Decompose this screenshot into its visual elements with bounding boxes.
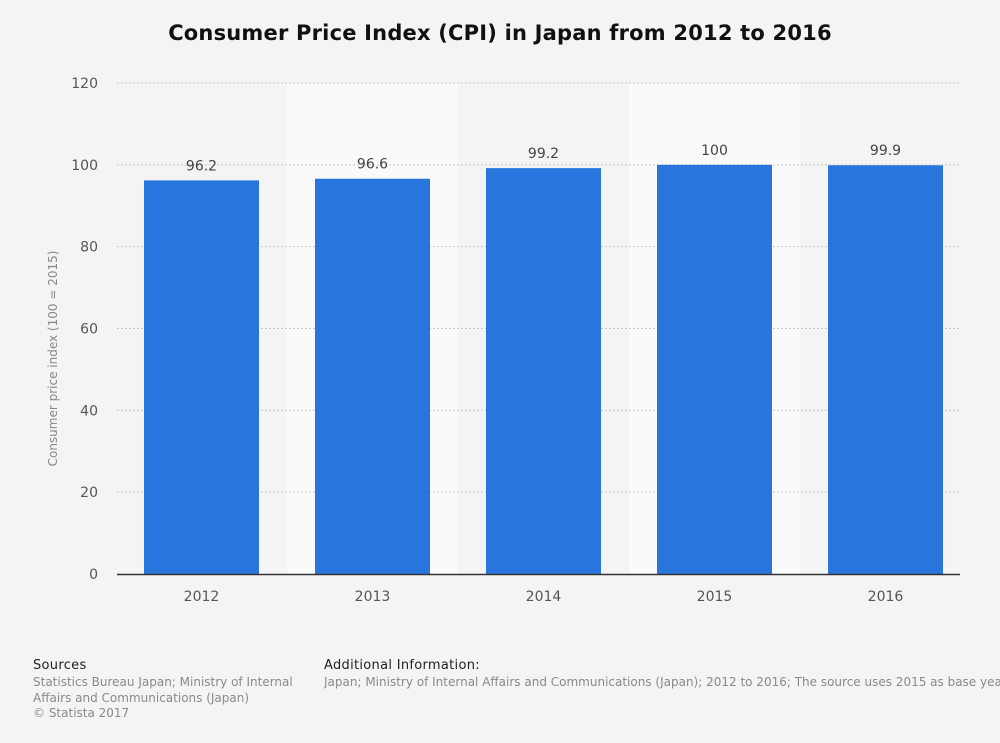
y-tick-label: 20 — [80, 485, 98, 501]
bar — [657, 164, 772, 575]
y-tick-label: 80 — [80, 240, 98, 256]
x-tick-label: 2015 — [697, 589, 733, 605]
data-label: 99.2 — [528, 146, 559, 162]
y-tick-label: 60 — [80, 322, 98, 338]
sources-block: Sources Statistics Bureau Japan; Ministr… — [33, 658, 303, 722]
bar — [486, 168, 601, 574]
y-tick-label: 40 — [80, 403, 98, 419]
copyright: © Statista 2017 — [33, 706, 130, 720]
y-tick-label: 0 — [89, 567, 98, 583]
chart-title: Consumer Price Index (CPI) in Japan from… — [168, 21, 832, 45]
sources-heading: Sources — [33, 658, 87, 673]
y-axis-ticks: 0 20 40 60 80 100 120 — [71, 76, 98, 583]
data-label: 96.2 — [186, 158, 217, 174]
bar — [828, 165, 943, 574]
sources-text: Affairs and Communications (Japan) — [33, 690, 250, 705]
sources-text: Statistics Bureau Japan; Ministry of Int… — [33, 675, 293, 689]
x-axis-ticks: 2012 2013 2014 2015 2016 — [184, 589, 904, 605]
bar — [315, 178, 430, 574]
additional-info-text: Japan; Ministry of Internal Affairs and … — [324, 675, 1000, 689]
data-label: 96.6 — [357, 157, 388, 173]
data-label: 100 — [701, 143, 728, 159]
additional-info-block: Additional Information: Japan; Ministry … — [324, 658, 1000, 691]
x-tick-label: 2013 — [355, 589, 391, 605]
x-tick-label: 2014 — [526, 589, 562, 605]
y-axis-label: Consumer price index (100 = 2015) — [46, 251, 60, 467]
additional-info-heading: Additional Information: — [324, 658, 480, 673]
data-label: 99.9 — [870, 143, 901, 159]
y-tick-label: 100 — [71, 158, 98, 174]
y-tick-label: 120 — [71, 76, 98, 92]
bar-series — [144, 164, 943, 575]
x-tick-label: 2012 — [184, 589, 220, 605]
bar — [144, 180, 259, 575]
x-tick-label: 2016 — [868, 589, 904, 605]
data-labels: 96.2 96.6 99.2 100 99.9 — [186, 143, 901, 175]
